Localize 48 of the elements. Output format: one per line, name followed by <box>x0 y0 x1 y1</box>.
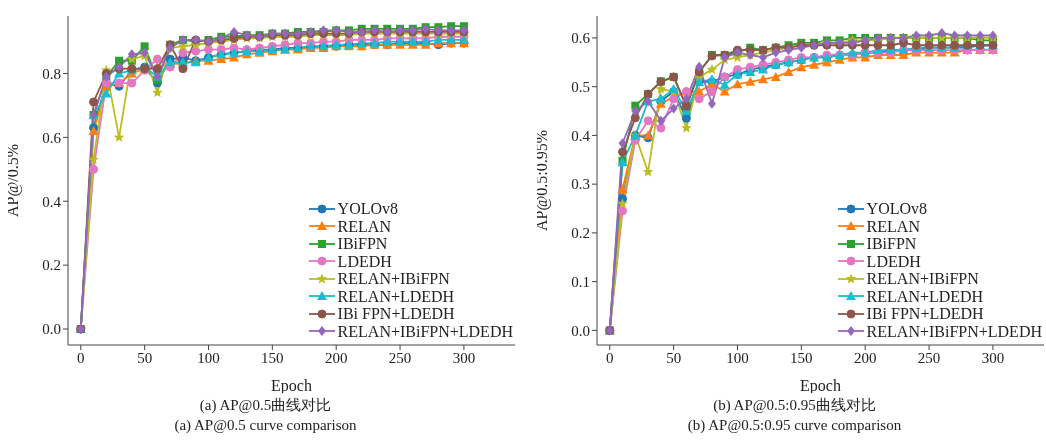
x-tick-label: 50 <box>137 349 153 366</box>
x-tick-label: 150 <box>261 349 284 366</box>
text: (a) AP@0.5 curve comparison <box>173 416 358 435</box>
y-tick-label: 0.3 <box>571 176 590 193</box>
x-tick-label: 250 <box>388 349 412 366</box>
legend-label: IBi FPN+LDEDH <box>866 305 984 323</box>
text: (b) AP@0.5:0.95曲线对比 <box>712 396 877 415</box>
y-tick-label: 0.0 <box>42 321 61 338</box>
x-tick-label: 50 <box>666 349 682 366</box>
y-tick-label: 0.6 <box>571 30 591 47</box>
legend-label: RELAN+LDEDH <box>337 287 455 305</box>
legend-label: IBiFPN <box>866 235 917 253</box>
legend-label: RELAN+IBiFPN+LDEDH <box>866 322 1042 340</box>
legend-label: LDEDH <box>337 252 392 270</box>
legend-label: RELAN+IBiFPN <box>337 270 450 288</box>
y-tick-label: 0.5 <box>571 79 590 95</box>
x-tick-label: 300 <box>452 349 476 366</box>
y-tick-label: 0.4 <box>571 127 591 144</box>
text: (a) AP@0.5曲线对比 <box>198 396 333 415</box>
x-tick-label: 250 <box>917 349 941 366</box>
x-tick-label: 100 <box>726 349 749 366</box>
x-tick-label: 150 <box>790 349 813 366</box>
y-tick-label: 0.2 <box>571 225 590 242</box>
legend-label: RELAN+LDEDH <box>866 287 984 305</box>
x-tick-label: 0 <box>606 349 614 366</box>
x-tick-label: 100 <box>197 349 220 366</box>
x-tick-label: 200 <box>853 349 877 366</box>
y-axis-title: AP@0.5:0.95% <box>532 130 551 231</box>
legend-label: YOLOv8 <box>337 200 399 218</box>
legend-label: IBiFPN <box>337 235 388 253</box>
y-tick-label: 0.0 <box>571 322 590 339</box>
legend-label: LDEDH <box>866 252 921 270</box>
y-tick-label: 0.1 <box>571 273 590 290</box>
legend-label: RELAN <box>866 217 920 235</box>
x-tick-label: 0 <box>77 349 85 366</box>
legend-label: RELAN+IBiFPN <box>866 270 979 288</box>
y-tick-label: 0.4 <box>42 193 62 210</box>
y-tick-label: 0.2 <box>42 257 61 274</box>
y-axis-title: AP@/0.5% <box>3 144 22 217</box>
legend-label: YOLOv8 <box>866 200 928 218</box>
x-tick-label: 200 <box>324 349 348 366</box>
text: (b) AP@0.5:0.95 curve comparison <box>686 416 903 435</box>
legend-label: RELAN <box>337 217 391 235</box>
y-tick-label: 0.8 <box>42 65 61 82</box>
y-tick-label: 0.6 <box>42 129 62 146</box>
legend-label: RELAN+IBiFPN+LDEDH <box>337 322 513 340</box>
x-tick-label: 300 <box>981 349 1005 366</box>
legend-label: IBi FPN+LDEDH <box>337 305 455 323</box>
